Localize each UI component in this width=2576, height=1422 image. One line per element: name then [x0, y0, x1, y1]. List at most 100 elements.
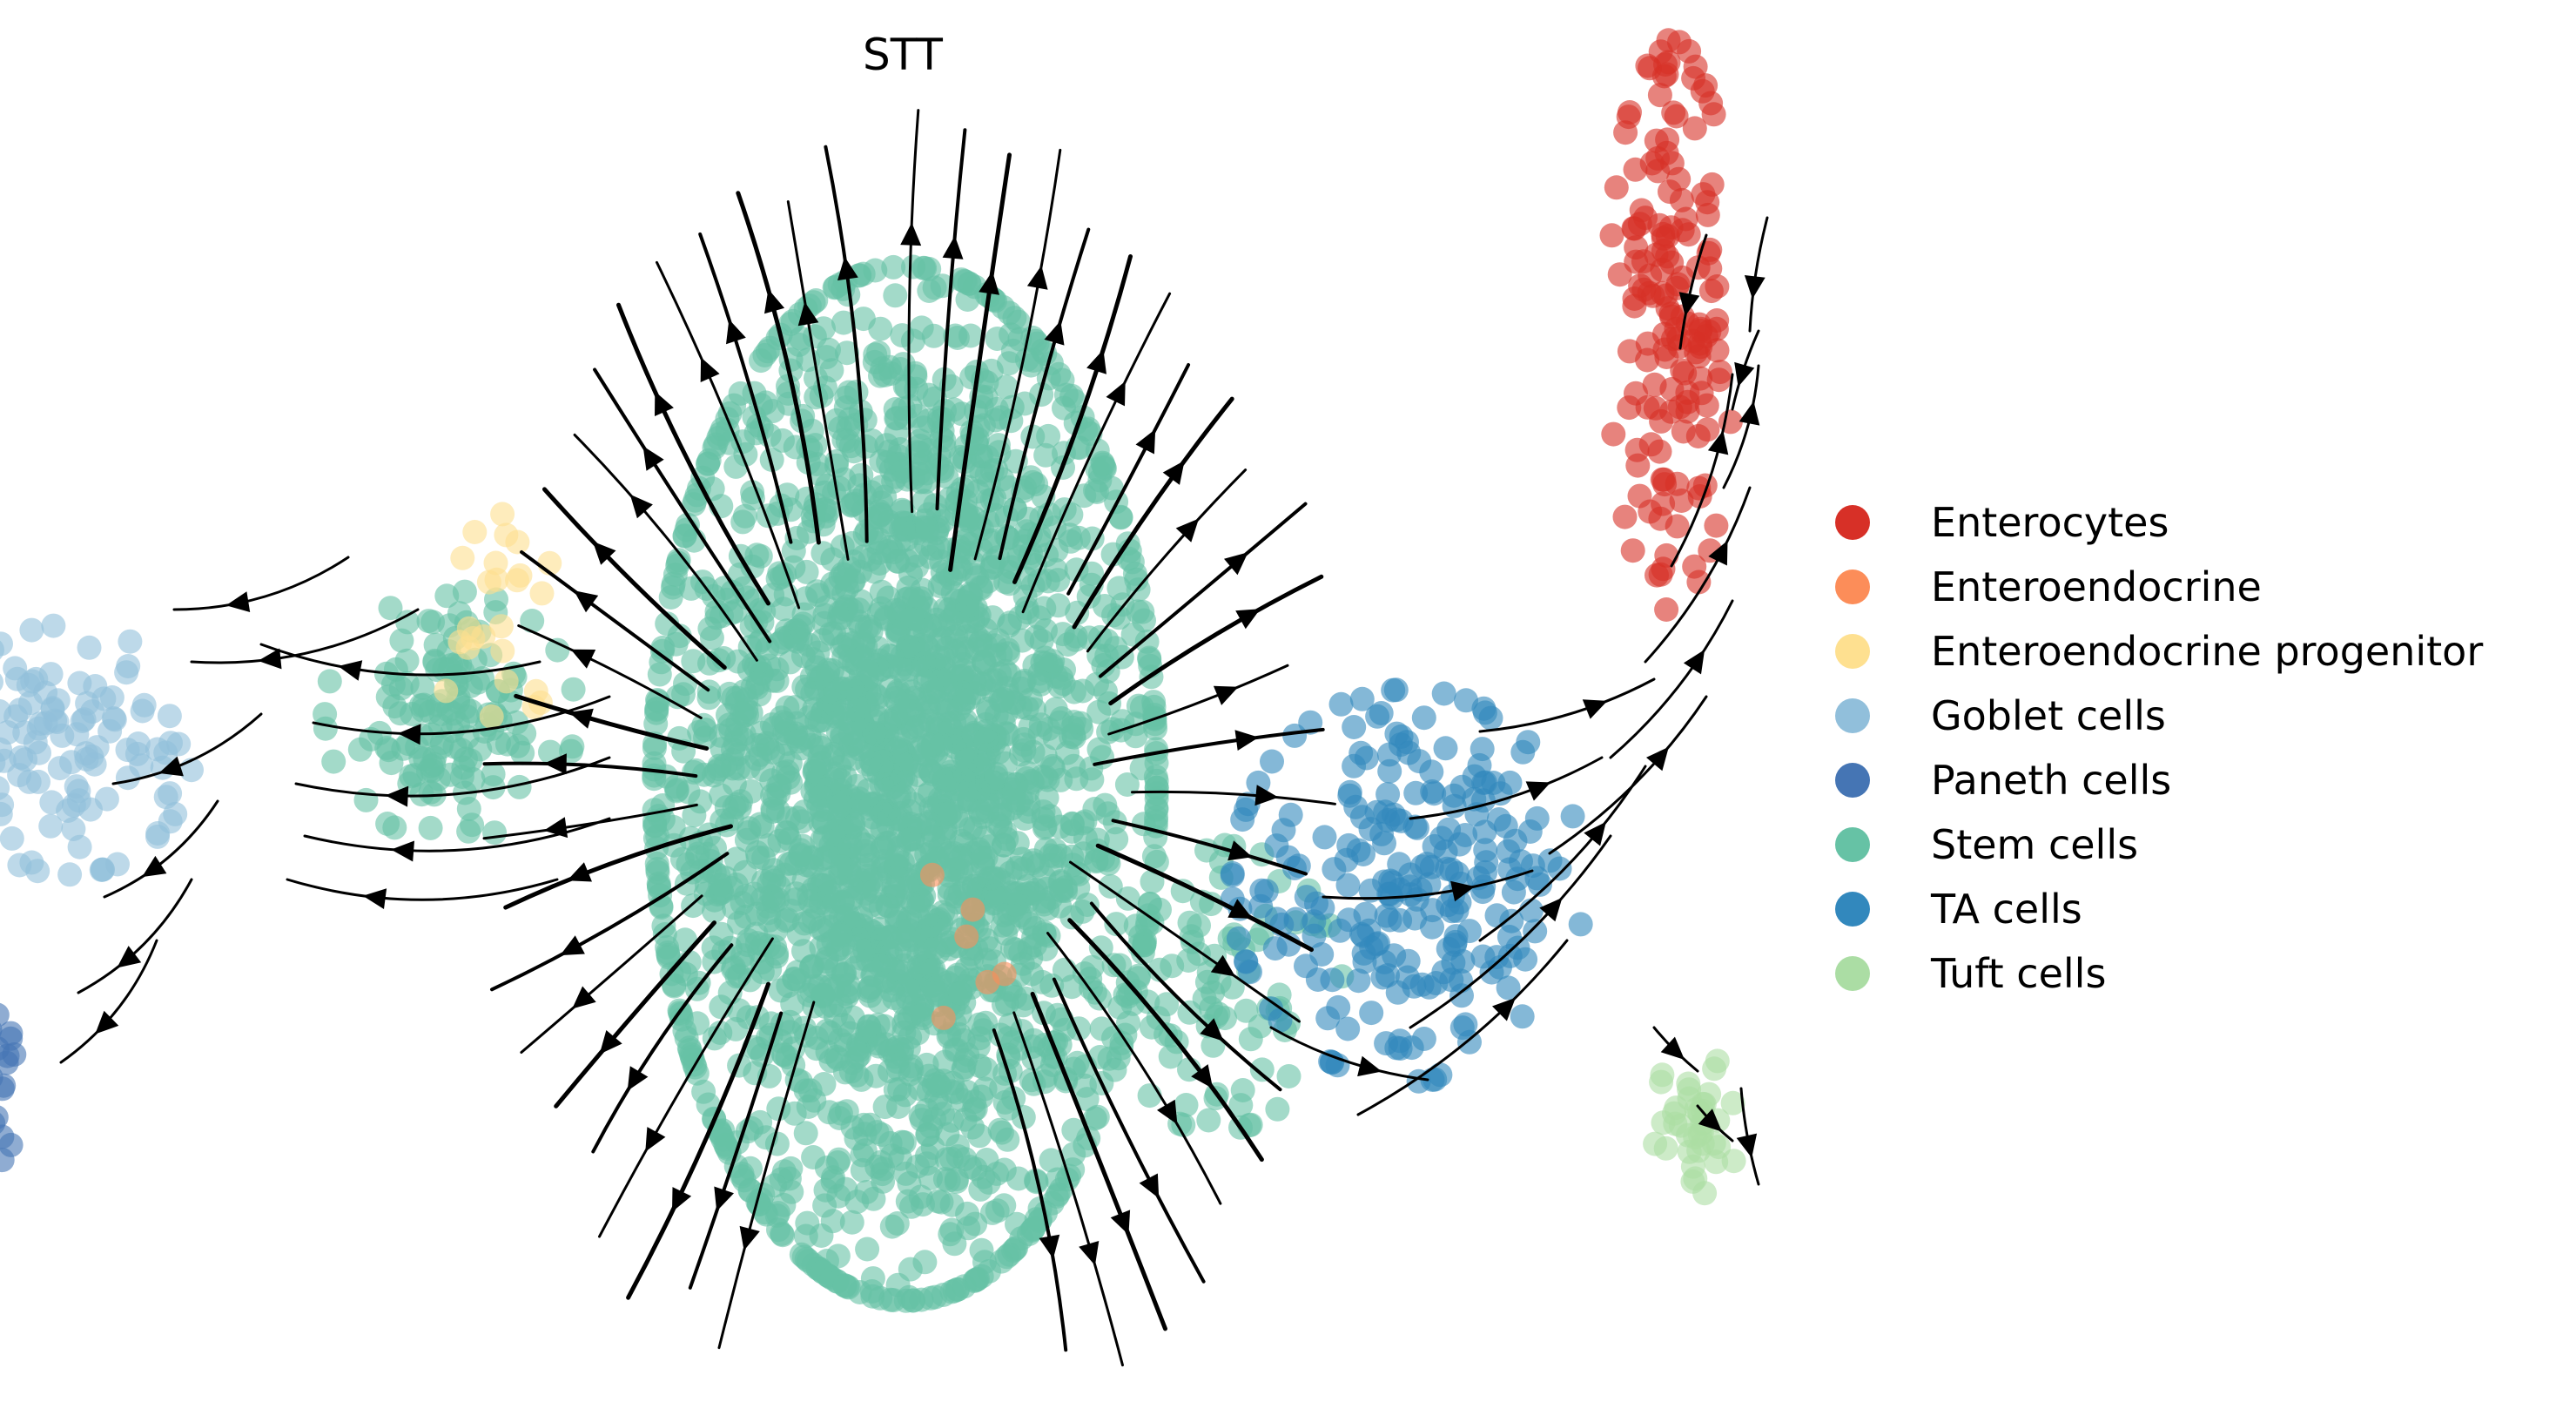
cell-point — [1471, 696, 1497, 721]
streamline — [1012, 254, 1133, 584]
cell-point — [1048, 767, 1073, 792]
legend-item: Goblet cells — [1835, 692, 2166, 739]
cluster-tuft-cells — [1643, 1048, 1746, 1206]
cell-point — [145, 824, 170, 849]
cell-point — [9, 745, 34, 770]
cell-point — [1177, 1000, 1202, 1025]
cell-point — [1625, 453, 1651, 478]
cell-point — [40, 697, 65, 722]
legend-label: TA cells — [1930, 886, 2082, 933]
cell-point — [418, 815, 443, 840]
cell-point — [918, 913, 943, 939]
streamline — [1409, 834, 1612, 1029]
cell-point — [1076, 416, 1100, 441]
cell-point — [847, 263, 872, 288]
streamline-arrow — [568, 708, 594, 729]
cell-point — [481, 762, 506, 787]
cell-point — [696, 1092, 721, 1117]
cell-point — [1106, 576, 1132, 601]
cell-point — [804, 366, 828, 391]
streamline — [973, 148, 1062, 561]
cell-point — [820, 547, 845, 572]
cell-point — [64, 722, 90, 747]
cell-point — [1627, 212, 1652, 237]
cell-point — [1033, 1063, 1059, 1088]
cell-point — [561, 677, 586, 702]
streamline — [77, 878, 193, 994]
cell-point — [746, 413, 771, 438]
cell-point — [862, 559, 887, 584]
cell-point — [118, 629, 143, 654]
cell-point — [911, 742, 937, 767]
cell-point — [1686, 344, 1712, 369]
cell-point — [786, 332, 811, 357]
cell-point — [1654, 140, 1679, 165]
cell-point — [1706, 367, 1732, 393]
cell-point — [1026, 605, 1052, 630]
cell-point — [1033, 937, 1059, 961]
streamline-arrow — [543, 753, 567, 775]
cell-point — [1343, 794, 1369, 819]
cell-point — [937, 876, 962, 900]
cell-point — [979, 769, 1004, 794]
cell-point — [1020, 469, 1046, 495]
cell-point — [1061, 710, 1086, 735]
streamline — [503, 824, 733, 910]
cell-point — [1073, 826, 1098, 851]
cell-point — [1079, 954, 1105, 980]
cell-point — [751, 599, 777, 624]
legend-item: Enteroendocrine progenitor — [1835, 628, 2483, 675]
cell-point — [797, 883, 822, 908]
cell-point — [761, 858, 786, 883]
cell-point — [1431, 681, 1456, 706]
streamline — [1548, 695, 1708, 855]
cell-point — [1523, 919, 1548, 944]
streamline — [698, 232, 793, 544]
cell-point — [801, 1145, 826, 1169]
cell-point — [1322, 857, 1347, 882]
cell-point — [649, 650, 674, 675]
cell-point — [786, 729, 811, 754]
cell-point — [963, 1211, 988, 1237]
streamline — [1052, 977, 1206, 1284]
streamline-arrow — [642, 446, 664, 471]
streamline — [1089, 901, 1282, 1092]
cell-point — [1704, 513, 1729, 538]
cell-point — [702, 899, 726, 924]
cell-point — [809, 1223, 834, 1248]
cell-point — [1000, 1030, 1026, 1055]
streamline — [1093, 727, 1325, 766]
cell-point — [642, 736, 667, 760]
cell-point — [757, 833, 782, 858]
streamline — [1095, 843, 1314, 953]
cell-point — [1453, 1012, 1478, 1037]
cluster-enteroendocrine-progenitor — [434, 502, 562, 729]
cell-point — [851, 307, 876, 332]
streamline — [948, 152, 1012, 572]
legend-marker — [1835, 698, 1870, 733]
cell-point — [1496, 975, 1521, 1001]
streamline-arrow — [1698, 1109, 1722, 1132]
cell-point — [962, 274, 987, 300]
cell-point — [1144, 797, 1169, 822]
cell-point — [1648, 562, 1673, 587]
streamline-arrow — [1175, 518, 1200, 543]
streamline — [598, 937, 774, 1238]
cell-point — [797, 1078, 823, 1103]
cell-point — [467, 737, 493, 762]
cell-point — [746, 1036, 771, 1061]
cell-point — [651, 913, 676, 939]
cell-point — [1443, 924, 1469, 949]
legend-marker — [1835, 569, 1870, 604]
cell-point — [770, 564, 794, 590]
cell-point — [7, 763, 32, 788]
cell-point — [885, 1056, 911, 1082]
cell-point — [881, 254, 906, 280]
cell-point — [965, 1266, 990, 1291]
streamline — [1409, 756, 1604, 820]
cell-point — [90, 857, 115, 882]
cell-point — [353, 787, 379, 812]
cell-point — [1123, 711, 1148, 737]
cell-point — [642, 813, 668, 839]
cell-point — [665, 553, 690, 578]
